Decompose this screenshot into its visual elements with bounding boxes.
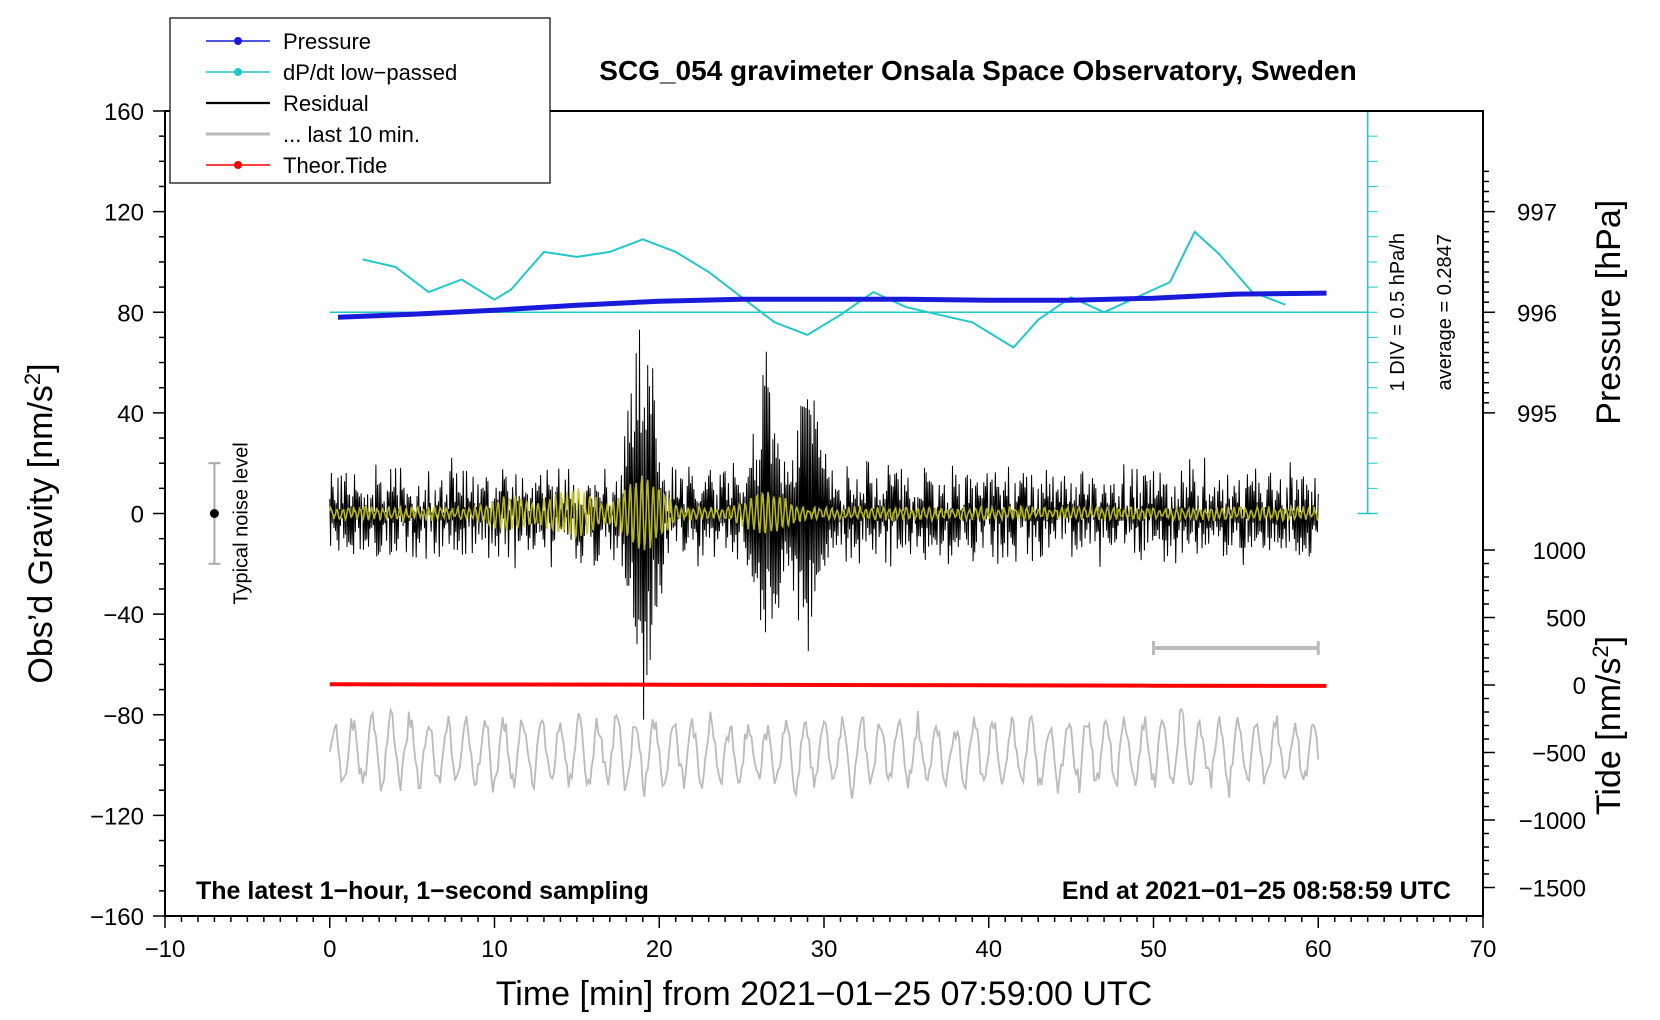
pressure-tick-label: 996 (1517, 300, 1557, 327)
residual-series (329, 329, 1319, 720)
legend-marker (234, 161, 242, 169)
y-tick-label: −120 (90, 803, 144, 830)
x-tick-label: 30 (811, 936, 838, 963)
y-tick-label: 120 (104, 200, 144, 227)
y-tick-label: 40 (117, 401, 144, 428)
noise-label: Typical noise level (230, 442, 252, 604)
x-tick-label: 10 (481, 936, 508, 963)
footer-right: End at 2021−01−25 08:58:59 UTC (1062, 877, 1451, 905)
last10-series (328, 706, 1320, 799)
pressure-axis-title: Pressure [hPa] (1590, 200, 1628, 425)
legend-label: Theor.Tide (283, 153, 387, 178)
pressure-tick-label: 997 (1517, 200, 1557, 227)
tide-tick-label: 0 (1573, 673, 1586, 700)
legend-label: Pressure (283, 29, 371, 54)
y-tick-label: −80 (103, 703, 144, 730)
y-axis-title: Obs’d Gravity [nm/s2] (20, 363, 60, 683)
legend-label: dP/dt low−passed (283, 60, 457, 85)
theor-tide-series (329, 682, 1327, 688)
y-tick-label: 0 (131, 502, 144, 529)
x-tick-label: 20 (646, 936, 673, 963)
x-axis-title: Time [min] from 2021−01−25 07:59:00 UTC (496, 975, 1152, 1013)
y-tick-label: −160 (90, 904, 144, 931)
x-tick-label: 60 (1305, 936, 1332, 963)
residual-filtered-series (329, 475, 1320, 551)
pressure-tick-label: 995 (1517, 401, 1557, 428)
dpdt-series (362, 230, 1286, 349)
x-tick-label: 50 (1140, 936, 1167, 963)
tide-axis-title: Tide [nm/s2] (1588, 636, 1628, 815)
y-tick-label: 160 (104, 99, 144, 126)
legend-label: Residual (283, 91, 369, 116)
pressure-scale-note: 1 DIV = 0.5 hPa/h (1387, 233, 1409, 391)
chart-title: SCG_054 gravimeter Onsala Space Observat… (599, 55, 1356, 86)
tide-tick-label: −1000 (1519, 808, 1586, 835)
tide-tick-label: 1000 (1533, 538, 1586, 565)
tide-tick-label: 500 (1546, 606, 1586, 633)
tide-tick-label: −500 (1532, 741, 1586, 768)
x-tick-label: 70 (1470, 936, 1497, 963)
legend-marker (234, 37, 242, 45)
tide-tick-label: −1500 (1519, 876, 1586, 903)
x-tick-label: 0 (323, 936, 336, 963)
legend-label: ... last 10 min. (283, 122, 420, 147)
x-tick-label: 40 (975, 936, 1002, 963)
average-note: average = 0.2847 (1434, 234, 1456, 390)
noise-bar-center (209, 509, 219, 518)
y-tick-label: −40 (103, 602, 144, 629)
x-tick-label: −10 (145, 936, 186, 963)
pressure-series (337, 290, 1327, 320)
footer-left: The latest 1−hour, 1−second sampling (196, 877, 649, 905)
legend-box (169, 17, 551, 184)
legend-marker (234, 68, 242, 76)
y-tick-label: 80 (117, 300, 144, 327)
